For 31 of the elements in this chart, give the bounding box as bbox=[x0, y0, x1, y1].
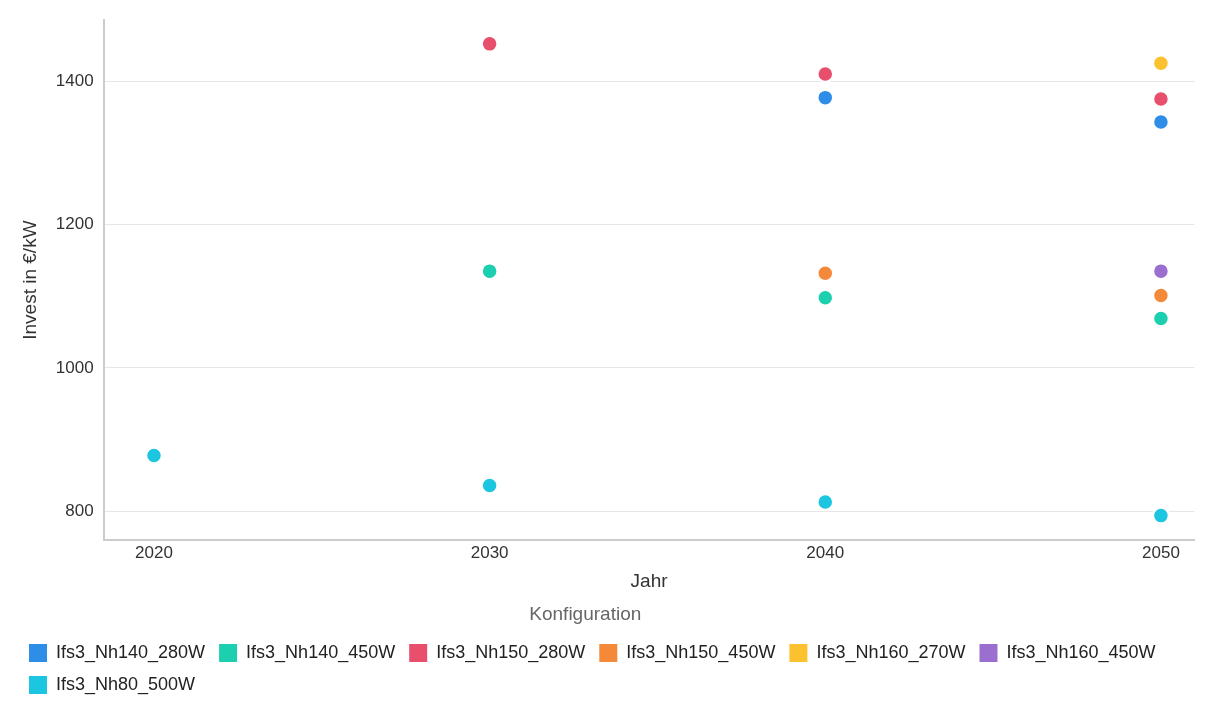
point bbox=[1151, 89, 1171, 109]
point bbox=[480, 261, 499, 281]
x-axis-title: Jahr bbox=[630, 570, 669, 592]
y-tick-label: 800 bbox=[65, 501, 94, 521]
legend-label: Ifs3_Nh140_280W bbox=[56, 641, 206, 663]
point bbox=[1151, 53, 1171, 73]
legend-title: Konfiguration bbox=[529, 602, 642, 624]
legend-label: Ifs3_Nh80_500W bbox=[56, 673, 196, 695]
point bbox=[1151, 286, 1171, 305]
x-tick-label: 2050 bbox=[1142, 542, 1180, 562]
x-tick-label: 2030 bbox=[470, 542, 509, 562]
legend-label: Ifs3_Nh150_450W bbox=[626, 641, 776, 663]
point bbox=[1151, 506, 1171, 525]
point bbox=[816, 492, 835, 512]
legend-label: Ifs3_Nh160_450W bbox=[1006, 641, 1156, 663]
point bbox=[1151, 261, 1171, 281]
x-tick-label: 2020 bbox=[135, 542, 173, 562]
point bbox=[144, 446, 164, 465]
point bbox=[1151, 112, 1171, 132]
y-tick-label: 1400 bbox=[55, 70, 94, 90]
point bbox=[480, 34, 499, 54]
legend-label: Ifs3_Nh150_280W bbox=[436, 641, 586, 663]
y-tick-label: 1200 bbox=[55, 214, 94, 234]
legend-label: Ifs3_Nh160_270W bbox=[816, 641, 966, 663]
y-axis-title: Invest in €/kW bbox=[18, 220, 40, 340]
point bbox=[480, 476, 499, 495]
y-tick-label: 1000 bbox=[55, 357, 94, 377]
x-tick-label: 2040 bbox=[806, 542, 845, 562]
legend-label: Ifs3_Nh140_450W bbox=[246, 641, 396, 663]
point bbox=[816, 64, 835, 84]
point bbox=[1151, 309, 1171, 328]
